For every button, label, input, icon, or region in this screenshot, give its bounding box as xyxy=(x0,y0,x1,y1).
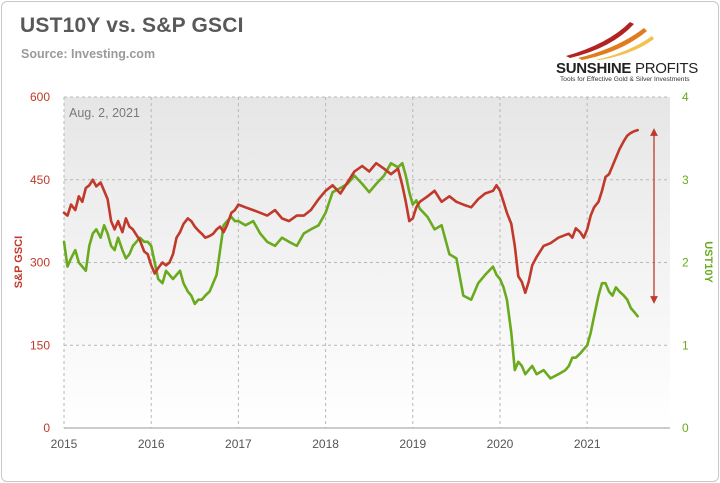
y-left-axis-ticks: 0 150 300 450 600 xyxy=(30,90,50,435)
x-tick-label: 2021 xyxy=(574,437,601,451)
sun-swoosh-icon xyxy=(566,22,654,60)
date-annotation: Aug. 2, 2021 xyxy=(69,106,140,120)
x-tick-label: 2015 xyxy=(51,437,78,451)
y-right-axis-ticks: 0 1 2 3 4 xyxy=(682,90,689,435)
x-tick-label: 2020 xyxy=(487,437,514,451)
y-right-tick-label: 3 xyxy=(682,173,689,187)
series-line-ust10y xyxy=(62,161,639,380)
x-tick-label: 2016 xyxy=(138,437,165,451)
series-lines xyxy=(62,128,639,380)
chart-source: Source: Investing.com xyxy=(21,47,156,61)
y-left-tick-label: 300 xyxy=(30,256,50,270)
chart-title: UST10Y vs. S&P GSCI xyxy=(20,14,244,37)
y-left-tick-label: 450 xyxy=(30,173,50,187)
y-right-tick-label: 0 xyxy=(682,421,689,435)
logo-name-light: PROFITS xyxy=(631,60,698,77)
y-left-tick-label: 600 xyxy=(30,90,50,104)
grid xyxy=(63,96,670,429)
y-left-tick-label: 150 xyxy=(30,338,50,352)
y-right-axis-label: UST10Y xyxy=(702,241,714,283)
logo-name: SUNSHINE PROFITS xyxy=(556,60,698,77)
y-right-tick-label: 4 xyxy=(682,90,689,104)
x-tick-label: 2019 xyxy=(399,437,426,451)
y-left-axis-label: S&P GSCI xyxy=(13,236,25,288)
y-left-tick-label: 0 xyxy=(43,421,50,435)
logo-name-bold: SUNSHINE xyxy=(556,60,632,77)
logo-tagline: Tools for Effective Gold & Silver Invest… xyxy=(560,76,690,83)
y-right-tick-label: 2 xyxy=(682,256,689,270)
sunshine-profits-logo: SUNSHINE PROFITS Tools for Effective Gol… xyxy=(548,14,708,84)
series-line-s-p-gsci xyxy=(62,128,639,295)
y-right-tick-label: 1 xyxy=(682,338,689,352)
x-tick-label: 2018 xyxy=(312,437,339,451)
x-axis-ticks: 2015 2016 2017 2018 2019 2020 2021 xyxy=(51,437,601,451)
x-tick-label: 2017 xyxy=(225,437,252,451)
